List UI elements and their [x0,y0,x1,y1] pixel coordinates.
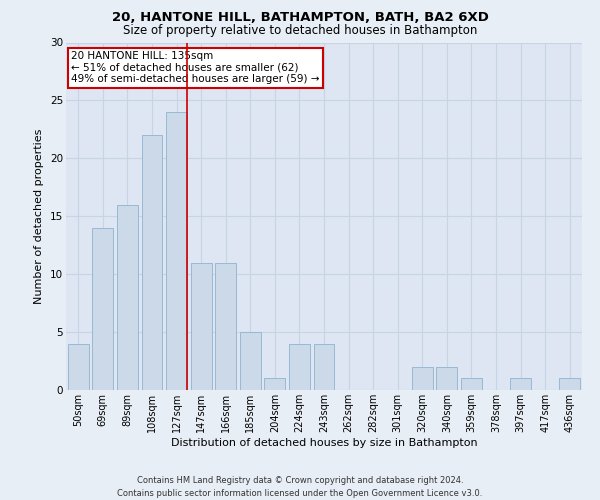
Y-axis label: Number of detached properties: Number of detached properties [34,128,44,304]
Bar [142,135,163,390]
Text: 20 HANTONE HILL: 135sqm
← 51% of detached houses are smaller (62)
49% of semi-de: 20 HANTONE HILL: 135sqm ← 51% of detache… [71,51,320,84]
Bar [117,204,138,390]
Bar [68,344,89,390]
Bar [289,344,310,390]
Bar [510,378,531,390]
Bar [436,367,457,390]
Bar [265,378,286,390]
Bar [412,367,433,390]
Bar [215,262,236,390]
Text: 20, HANTONE HILL, BATHAMPTON, BATH, BA2 6XD: 20, HANTONE HILL, BATHAMPTON, BATH, BA2 … [112,11,488,24]
Bar [191,262,212,390]
Bar [92,228,113,390]
Bar [240,332,261,390]
Text: Size of property relative to detached houses in Bathampton: Size of property relative to detached ho… [123,24,477,37]
Bar [166,112,187,390]
Bar [559,378,580,390]
Bar [314,344,334,390]
Text: Contains HM Land Registry data © Crown copyright and database right 2024.
Contai: Contains HM Land Registry data © Crown c… [118,476,482,498]
Bar [461,378,482,390]
X-axis label: Distribution of detached houses by size in Bathampton: Distribution of detached houses by size … [170,438,478,448]
